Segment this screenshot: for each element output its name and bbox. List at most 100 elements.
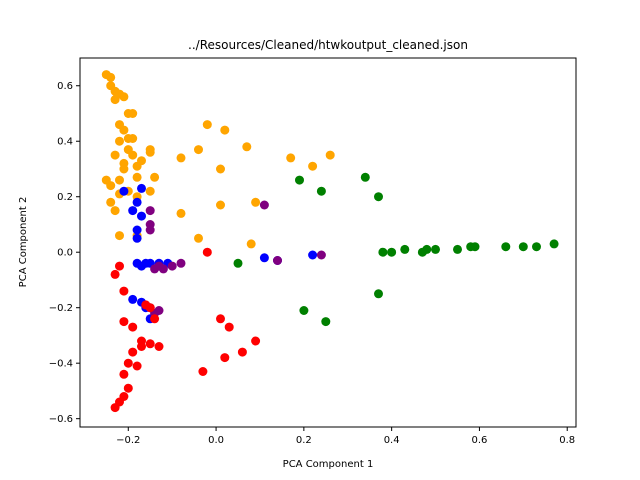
x-axis: −0.2 0.0 0.2 0.4 0.6 0.8 (116, 427, 575, 446)
data-point (316, 186, 326, 196)
data-point (154, 306, 164, 315)
data-point (145, 303, 155, 313)
data-point (198, 367, 208, 376)
data-point (387, 247, 397, 257)
data-point (110, 150, 120, 160)
data-point (119, 125, 129, 135)
data-point (202, 120, 212, 130)
data-point (132, 172, 142, 182)
data-point (378, 247, 388, 257)
data-point (242, 142, 252, 152)
data-point (273, 256, 282, 265)
data-point (132, 225, 142, 235)
y-tick-label: −0.2 (49, 303, 73, 314)
y-axis: −0.6 −0.4 −0.2 0.0 0.2 0.4 0.6 (49, 81, 80, 425)
data-point (123, 134, 133, 143)
data-point (150, 264, 160, 274)
data-point (308, 250, 318, 260)
data-point (299, 306, 309, 315)
data-point (119, 92, 129, 102)
data-point (374, 289, 383, 299)
data-point (132, 197, 142, 207)
data-point (145, 225, 155, 235)
data-point (115, 231, 124, 241)
data-point (115, 261, 124, 271)
y-tick-label: 0.0 (57, 248, 73, 259)
y-axis-label: PCA Component 2 (18, 197, 29, 288)
data-point (145, 186, 155, 196)
data-point (549, 239, 559, 249)
data-point (453, 244, 462, 254)
data-point (176, 208, 186, 218)
data-point (400, 244, 410, 254)
data-point (167, 261, 177, 271)
data-point (119, 369, 129, 379)
data-point (325, 150, 335, 160)
data-point (123, 383, 133, 393)
data-point (128, 206, 138, 216)
data-point (237, 347, 247, 357)
data-point (216, 314, 225, 324)
data-point (110, 206, 120, 216)
x-tick-label: 0.4 (384, 435, 400, 446)
data-point (259, 200, 269, 210)
data-point (233, 258, 243, 268)
chart-title: ../Resources/Cleaned/htwkoutput_cleaned.… (188, 38, 468, 52)
data-point (216, 164, 225, 174)
data-point (220, 125, 230, 135)
data-point (321, 317, 331, 327)
data-point (110, 403, 120, 413)
data-point (431, 244, 440, 254)
data-point (132, 361, 142, 371)
points-layer (101, 70, 559, 413)
data-point (128, 347, 138, 357)
y-tick-label: 0.6 (57, 81, 73, 92)
data-point (202, 247, 212, 257)
x-tick-label: 0.2 (296, 435, 312, 446)
data-point (194, 145, 203, 155)
data-point (259, 253, 269, 263)
data-point (128, 294, 138, 304)
data-point (154, 342, 164, 351)
data-point (128, 109, 138, 118)
data-point (246, 239, 256, 249)
data-point (106, 72, 116, 82)
data-point (137, 211, 146, 221)
y-tick-label: 0.4 (57, 137, 73, 148)
data-point (137, 342, 146, 351)
data-point (501, 242, 511, 252)
y-tick-label: 0.2 (57, 192, 73, 203)
data-point (422, 244, 432, 254)
data-point (251, 197, 261, 207)
data-point (123, 358, 133, 368)
data-point (216, 200, 225, 210)
data-point (308, 161, 318, 171)
data-point (286, 153, 296, 163)
data-point (119, 317, 129, 327)
x-tick-label: 0.0 (208, 435, 224, 446)
data-point (150, 172, 160, 182)
x-axis-label: PCA Component 1 (283, 459, 374, 470)
data-point (532, 242, 541, 252)
data-point (176, 153, 186, 163)
data-point (141, 258, 151, 268)
data-point (295, 175, 304, 185)
data-point (119, 186, 129, 196)
data-point (176, 258, 186, 268)
plot-frame (79, 57, 577, 428)
data-point (128, 150, 138, 160)
data-point (115, 175, 124, 185)
data-point (158, 264, 168, 274)
data-point (224, 322, 234, 332)
y-tick-label: −0.4 (49, 359, 73, 370)
data-point (316, 250, 326, 260)
data-point (145, 147, 155, 157)
data-point (132, 233, 142, 243)
data-point (137, 156, 146, 166)
data-point (145, 206, 155, 216)
data-point (119, 286, 129, 296)
data-point (106, 181, 116, 191)
x-tick-label: 0.8 (559, 435, 575, 446)
data-point (110, 269, 120, 279)
